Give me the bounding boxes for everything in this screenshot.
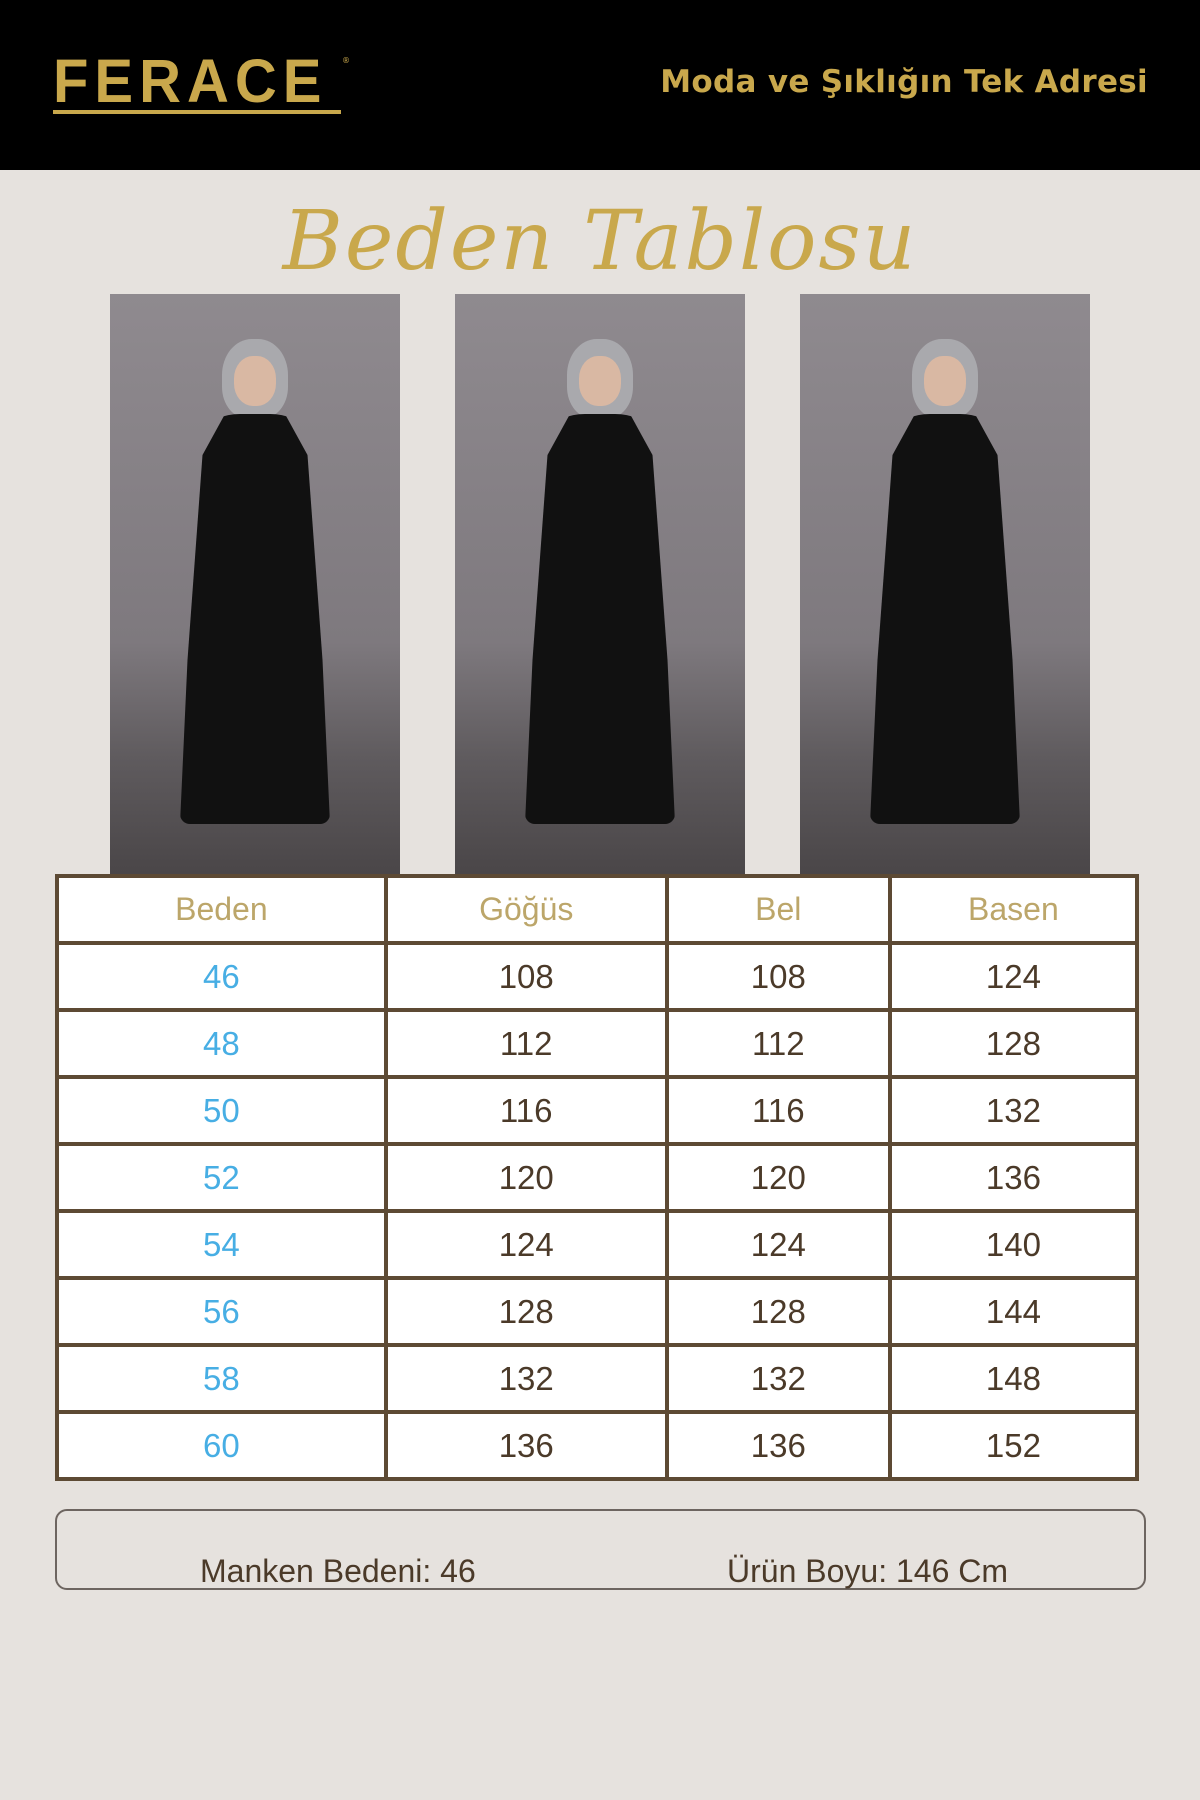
measurement-cell: 128 xyxy=(887,1008,1140,1079)
measurement-cell: 108 xyxy=(383,941,669,1012)
logo-underline xyxy=(53,110,341,114)
column-header: Beden xyxy=(55,874,388,945)
model-size: Manken Bedeni: 46 xyxy=(200,1553,476,1589)
measurement-cell: 132 xyxy=(383,1343,669,1414)
size-cell: 48 xyxy=(55,1008,388,1079)
tagline: Moda ve Şıklığın Tek Adresi xyxy=(660,64,1148,100)
model-photo-side xyxy=(800,294,1090,874)
measurement-cell: 116 xyxy=(664,1075,892,1146)
table-row: 60 136 136 152 xyxy=(55,1410,1140,1481)
measurement-cell: 128 xyxy=(664,1276,892,1347)
table-row: 58 132 132 148 xyxy=(55,1343,1140,1414)
measurement-cell: 124 xyxy=(887,941,1140,1012)
measurement-cell: 136 xyxy=(887,1142,1140,1213)
measurement-cell: 136 xyxy=(664,1410,892,1481)
product-length: Ürün Boyu: 146 Cm xyxy=(727,1553,1009,1589)
table-row: 54 124 124 140 xyxy=(55,1209,1140,1280)
measurement-cell: 152 xyxy=(887,1410,1140,1481)
table-row: 52 120 120 136 xyxy=(55,1142,1140,1213)
registered-mark: ® xyxy=(342,56,350,65)
table-row: 48 112 112 128 xyxy=(55,1008,1140,1079)
column-header: Bel xyxy=(664,874,892,945)
measurement-cell: 112 xyxy=(664,1008,892,1079)
product-info-box: Manken Bedeni: 46 Ürün Boyu: 146 Cm xyxy=(55,1509,1146,1590)
measurement-cell: 128 xyxy=(383,1276,669,1347)
size-cell: 56 xyxy=(55,1276,388,1347)
measurement-cell: 136 xyxy=(383,1410,669,1481)
measurement-cell: 116 xyxy=(383,1075,669,1146)
size-cell: 50 xyxy=(55,1075,388,1146)
size-cell: 60 xyxy=(55,1410,388,1481)
table-row: 46 108 108 124 xyxy=(55,941,1140,1012)
measurement-cell: 132 xyxy=(887,1075,1140,1146)
table-row: 56 128 128 144 xyxy=(55,1276,1140,1347)
measurement-cell: 112 xyxy=(383,1008,669,1079)
column-header: Basen xyxy=(887,874,1140,945)
measurement-cell: 144 xyxy=(887,1276,1140,1347)
column-header: Göğüs xyxy=(383,874,669,945)
size-cell: 54 xyxy=(55,1209,388,1280)
page-title: Beden Tablosu xyxy=(282,194,918,289)
model-photo-front xyxy=(110,294,400,874)
measurement-cell: 124 xyxy=(664,1209,892,1280)
size-table: Beden Göğüs Bel Basen 46 108 108 124 48 112 112 12… xyxy=(55,874,1140,1481)
measurement-cell: 120 xyxy=(664,1142,892,1213)
measurement-cell: 108 xyxy=(664,941,892,1012)
model-photo-pocket xyxy=(455,294,745,874)
size-cell: 52 xyxy=(55,1142,388,1213)
measurement-cell: 132 xyxy=(664,1343,892,1414)
measurement-cell: 124 xyxy=(383,1209,669,1280)
measurement-cell: 140 xyxy=(887,1209,1140,1280)
measurement-cell: 120 xyxy=(383,1142,669,1213)
measurement-cell: 148 xyxy=(887,1343,1140,1414)
table-row: 50 116 116 132 xyxy=(55,1075,1140,1146)
size-cell: 46 xyxy=(55,941,388,1012)
size-cell: 58 xyxy=(55,1343,388,1414)
header: FERACE ® Moda ve Şıklığın Tek Adresi xyxy=(0,0,1200,170)
brand-logo: FERACE xyxy=(53,47,328,116)
